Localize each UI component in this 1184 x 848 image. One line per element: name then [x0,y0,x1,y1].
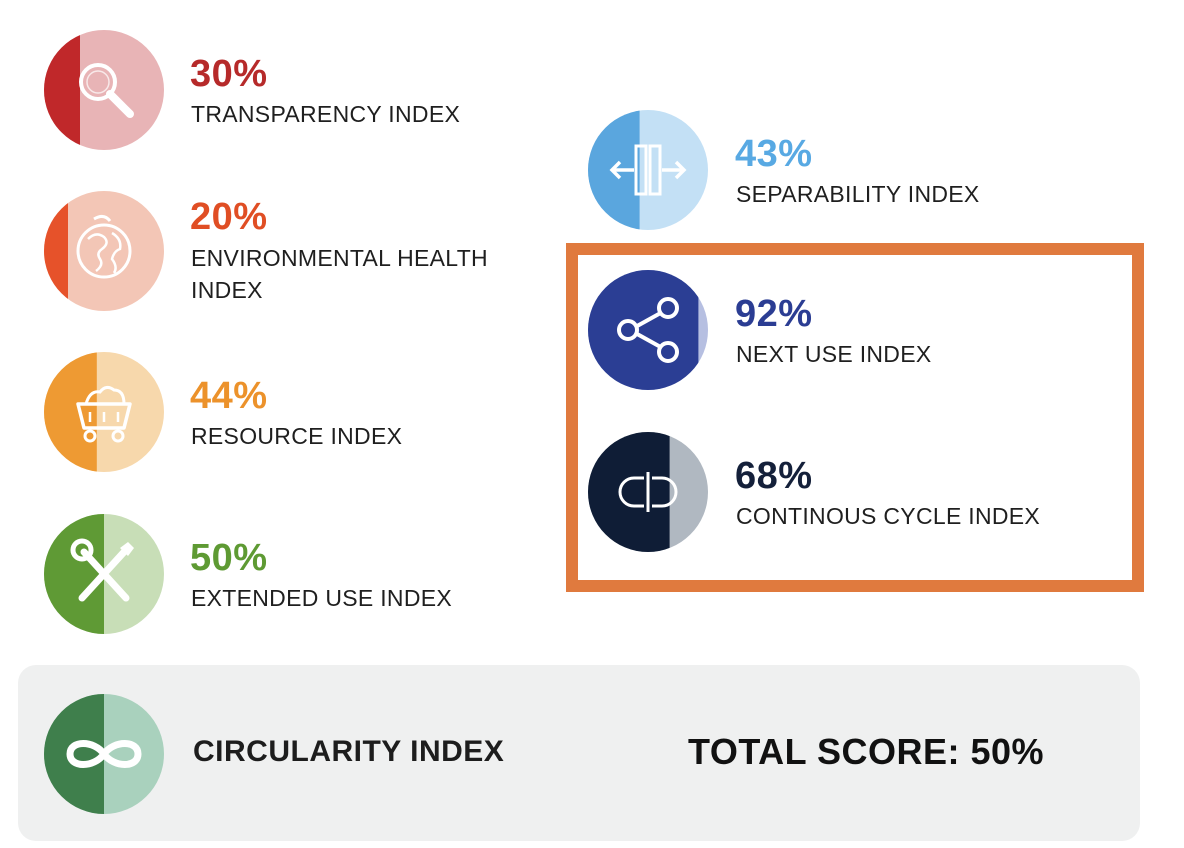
cycle-icon [618,472,678,512]
infinity-icon [66,740,142,768]
circularity-panel: CIRCULARITY INDEX TOTAL SCORE: 50% [18,665,1140,841]
disc-share [44,514,104,634]
resource-value: 44% [190,375,268,417]
transparency-label: TRANSPARENCY INDEX [191,101,461,127]
metric-next-use: 92% NEXT USE INDEX [586,268,1066,392]
resource-label: RESOURCE INDEX [191,423,403,449]
separate-arrows-icon [609,144,687,196]
extended-use-disc [44,514,164,634]
environmental-value: 20% [190,196,268,238]
metric-separability: 43% SEPARABILITY INDEX [586,108,1066,232]
separability-value: 43% [735,133,813,175]
continuous-cycle-disc [588,432,708,552]
next-use-label: NEXT USE INDEX [736,341,932,367]
next-use-disc [588,270,708,390]
extended-use-label: EXTENDED USE INDEX [191,585,453,611]
extended-use-value: 50% [190,537,268,579]
metric-extended-use: 50% EXTENDED USE INDEX [42,512,522,636]
disc-share [588,270,699,390]
disc-share [588,432,670,552]
metric-environmental: 20% ENVIRONMENTAL HEALTH INDEX [42,189,562,313]
circularity-label: CIRCULARITY INDEX [193,735,505,768]
environmental-disc [44,191,164,311]
highlight-box [566,243,1144,592]
total-score: TOTAL SCORE: 50% [688,731,1045,772]
continuous-cycle-label: CONTINOUS CYCLE INDEX [736,503,1041,529]
metric-transparency: 30% TRANSPARENCY INDEX [42,28,522,152]
separability-label: SEPARABILITY INDEX [736,181,980,207]
disc-share [44,352,97,472]
resource-disc [44,352,164,472]
tools-icon [70,538,134,602]
globe-icon [76,214,132,279]
environmental-label-line-2: INDEX [191,277,263,303]
disc-share [44,191,68,311]
metric-resource: 44% RESOURCE INDEX [42,350,522,474]
disc-share [44,30,80,150]
magnifier-icon [79,63,134,118]
continuous-cycle-value: 68% [735,455,813,497]
share-icon [617,297,679,363]
circularity-disc [44,694,164,814]
mine-cart-icon [76,385,132,443]
metric-continuous-cycle: 68% CONTINOUS CYCLE INDEX [586,430,1106,554]
transparency-value: 30% [190,53,268,95]
transparency-disc [44,30,164,150]
next-use-value: 92% [735,293,813,335]
environmental-label-line-1: ENVIRONMENTAL HEALTH [191,245,488,271]
separability-disc [588,110,708,230]
